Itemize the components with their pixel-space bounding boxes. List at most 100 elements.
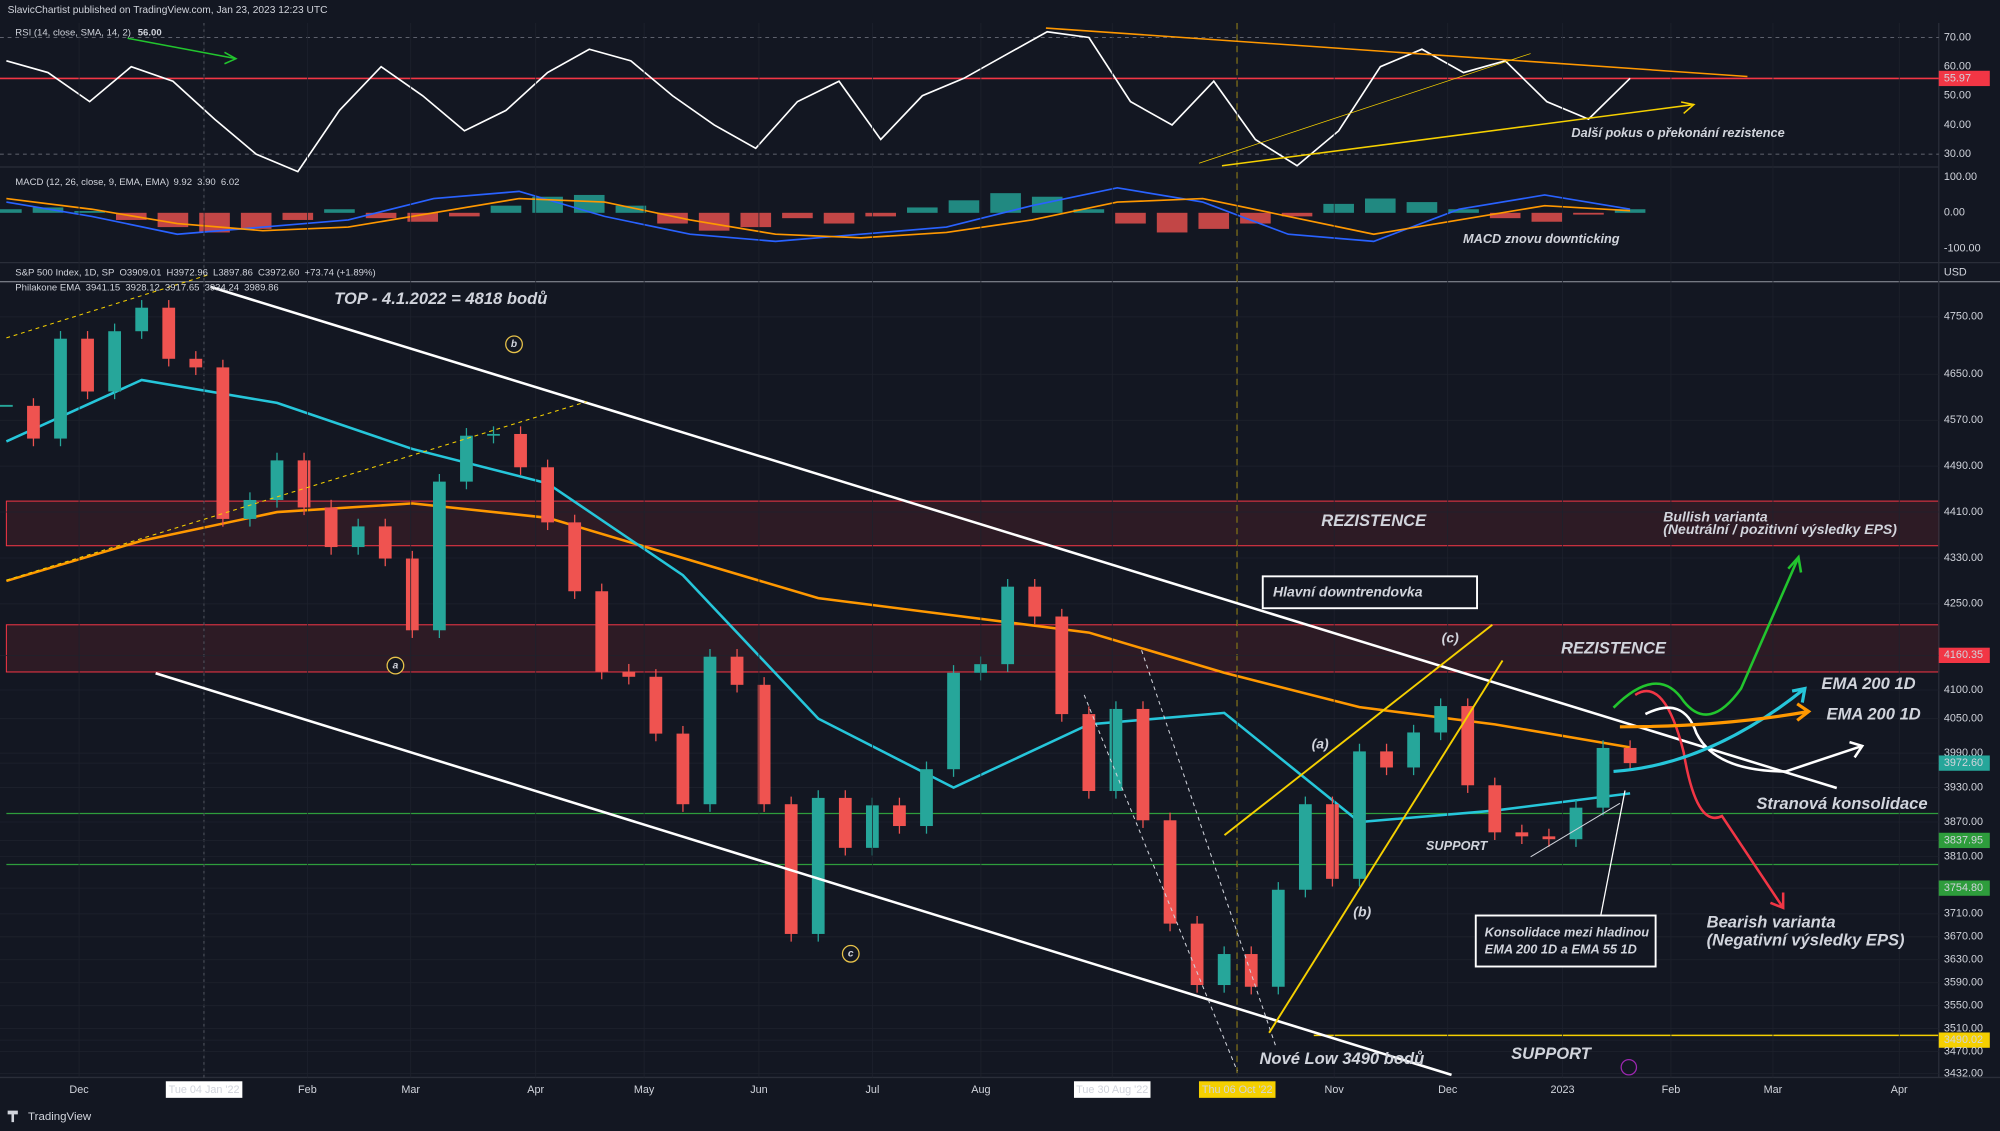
legend-text: C3972.60: [258, 267, 299, 278]
candle: [108, 331, 122, 392]
legend-text: 3917.65: [165, 283, 200, 294]
annotation: Bearish varianta: [1707, 913, 1836, 932]
macd-bar: [657, 212, 688, 224]
candle: [1109, 708, 1123, 792]
y-tick-label: 4570.00: [1944, 414, 1983, 426]
macd-bar: [407, 212, 439, 222]
macd-bar: [240, 212, 272, 229]
macd-bar: [1406, 202, 1438, 213]
legend-text: L3897.86: [213, 267, 253, 278]
y-tick-label: 3754.80: [1944, 882, 1983, 894]
x-tick-label: Thu 06 Oct '22: [1202, 1084, 1273, 1096]
candle: [270, 460, 284, 500]
x-tick-label: Apr: [527, 1084, 544, 1096]
price-label-bg: [1938, 880, 1990, 896]
dashed-line: [6, 273, 211, 339]
annotation: REZISTENCE: [1561, 638, 1667, 657]
candle: [1082, 714, 1096, 792]
y-tick-label: 100.00: [1944, 171, 1977, 183]
y-tick-label: 4330.00: [1944, 552, 1983, 564]
macd-bar: [74, 211, 105, 213]
resistance-zone: [5, 624, 1940, 673]
candle: [920, 769, 933, 827]
legend-text: 3928.12: [125, 283, 160, 294]
y-tick-label: 3490.02: [1944, 1034, 1983, 1046]
x-tick-label: Mar: [401, 1084, 420, 1096]
legend-text: S&P 500 Index, 1D, SP: [15, 267, 114, 278]
y-tick-label: 3432.00: [1944, 1067, 1983, 1079]
candle: [189, 358, 203, 368]
candle: [351, 526, 365, 548]
candle: [1217, 954, 1231, 986]
candle: [1136, 708, 1150, 821]
macd-bar: [1614, 209, 1646, 213]
arrow-head: [1796, 702, 1812, 722]
macd-bar: [157, 212, 189, 228]
y-tick-label: 4250.00: [1944, 598, 1983, 610]
legend-text: 3989.86: [244, 283, 279, 294]
x-tick-label: Jun: [750, 1084, 767, 1096]
macd-bar: [865, 212, 896, 217]
macd-bar: [490, 205, 522, 213]
annotation: REZISTENCE: [1321, 511, 1427, 530]
candle: [1488, 785, 1502, 833]
macd-bar: [823, 212, 855, 224]
x-tick-label: Feb: [298, 1084, 317, 1096]
macd-line: [6, 197, 1631, 239]
legend-text: H3972.96: [167, 267, 208, 278]
candle: [1326, 804, 1339, 879]
candle: [893, 805, 906, 827]
y-tick-label: 3590.00: [1944, 977, 1983, 989]
y-tick-label: 3510.00: [1944, 1023, 1983, 1035]
macd-bar: [1281, 212, 1313, 217]
candle: [1001, 586, 1015, 665]
price-label-bg: [1938, 1032, 1990, 1048]
legend-value: 9.92: [173, 177, 192, 188]
candle: [1569, 807, 1583, 840]
legend-text: +73.74 (+1.89%): [305, 267, 376, 278]
macd-bar: [1240, 212, 1271, 224]
candle: [1271, 889, 1285, 987]
arrow-head: [1849, 740, 1865, 759]
macd-bar: [948, 200, 980, 213]
y-tick-label: 3837.95: [1944, 834, 1983, 846]
bullish-arrow: [1612, 556, 1800, 716]
dashed-line: [1141, 650, 1276, 1046]
trend-line: [1530, 802, 1621, 858]
y-tick-label: 3670.00: [1944, 931, 1983, 943]
x-tick-label: Jul: [866, 1084, 880, 1096]
candle: [162, 307, 176, 359]
annotation: EMA 200 1D: [1827, 705, 1921, 724]
candle: [1055, 616, 1069, 715]
candle: [460, 435, 473, 482]
candle: [649, 676, 663, 734]
footer: TradingView: [28, 1111, 92, 1123]
candle: [1407, 732, 1420, 768]
annotation: Bullish varianta: [1663, 508, 1768, 524]
rsi-trendline: [1221, 103, 1694, 167]
y-tick-label: 3710.00: [1944, 908, 1983, 920]
y-tick-label: 3972.60: [1944, 757, 1983, 769]
price-label-bg: [1938, 755, 1990, 771]
candle: [297, 460, 311, 508]
legend-value: 3.90: [197, 177, 216, 188]
candle: [1298, 804, 1312, 890]
candle: [487, 433, 500, 436]
label-box: [1261, 575, 1478, 610]
macd-bar: [324, 209, 355, 213]
legend-text: 3934.24: [205, 283, 240, 294]
legend-text: O3909.01: [120, 267, 162, 278]
annotation: (Neutrální / pozitivní výsledky EPS): [1663, 521, 1897, 537]
annotation: Konsolidace mezi hladinou: [1485, 925, 1650, 940]
x-tick-label: Dec: [1438, 1084, 1458, 1096]
x-tick-label: Dec: [69, 1084, 89, 1096]
x-tick-label: May: [634, 1084, 655, 1096]
channel-line: [1223, 624, 1493, 836]
candle: [514, 433, 527, 468]
macd-bar: [32, 207, 64, 213]
candle: [135, 307, 149, 332]
y-tick-label: 4490.00: [1944, 460, 1983, 472]
candle: [757, 684, 771, 805]
